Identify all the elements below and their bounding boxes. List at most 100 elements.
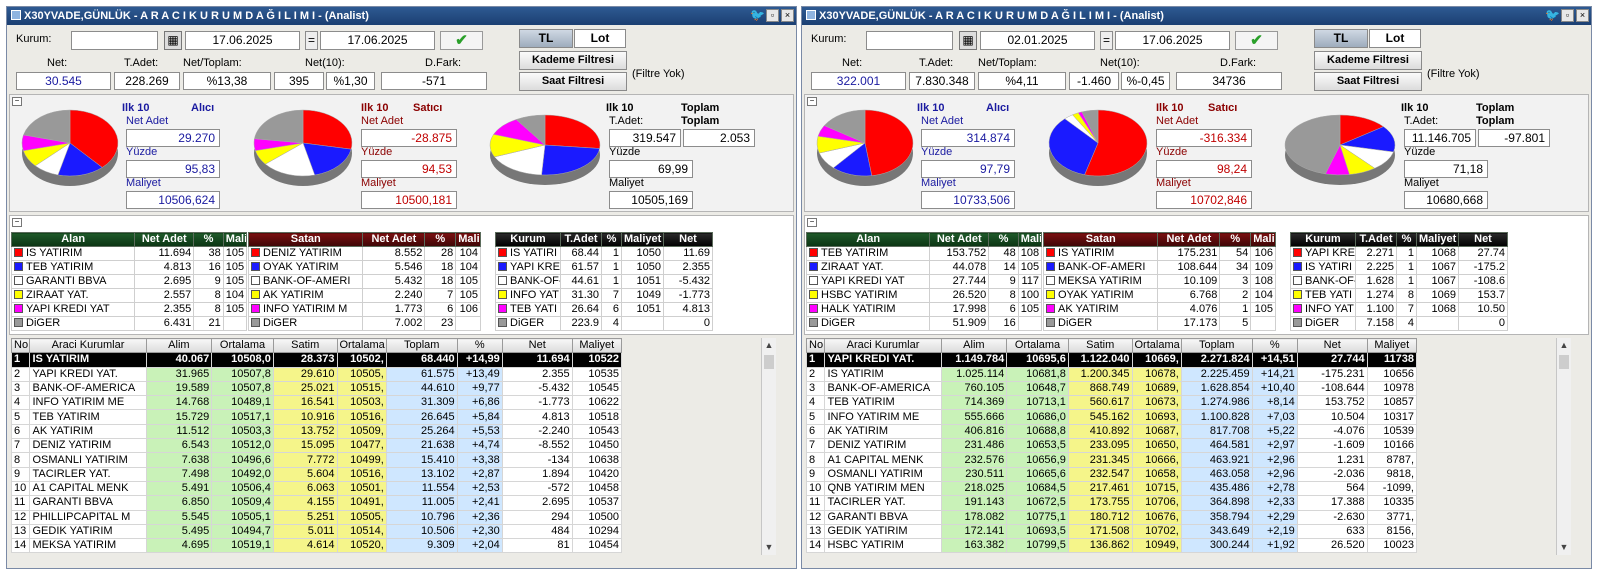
list-item[interactable]: 12 PHILLIPCAPITAL M 5.545 10505,1 5.251 10505…: [10, 509, 623, 525]
table-row[interactable]: INFO YAT 31.30 7 1049 -1.773: [495, 288, 713, 303]
table-row[interactable]: TEB YATI 1.274 8 1069 153.7: [1290, 288, 1508, 303]
date-to-field[interactable]: 17.06.2025: [1115, 31, 1230, 50]
date-to-field[interactable]: 17.06.2025: [320, 31, 435, 50]
column-header[interactable]: Net: [1296, 337, 1368, 354]
table-row[interactable]: BANK-OF- 1.628 1 1067 -108.6: [1290, 274, 1508, 289]
kurum-input[interactable]: [71, 31, 158, 50]
list-item[interactable]: 4 TEB YATIRIM 714.369 10713,1 560.617 10673, 1…: [805, 395, 1418, 411]
column-header[interactable]: Kurum: [495, 232, 561, 247]
column-header[interactable]: Maliyet: [1366, 337, 1418, 354]
column-header[interactable]: %: [1219, 232, 1252, 247]
twitter-icon[interactable]: 🐦: [1545, 8, 1560, 22]
list-item[interactable]: 1 YAPI KREDI YAT. 1.149.784 10695,6 1.122.04…: [805, 352, 1418, 368]
column-header[interactable]: Ortalama: [336, 337, 387, 354]
check-icon[interactable]: ✔: [440, 31, 483, 50]
minimize-button[interactable]: ▫: [1561, 9, 1574, 22]
column-header[interactable]: %: [988, 232, 1019, 247]
list-item[interactable]: 5 TEB YATIRIM 15.729 10517,1 10.916 10516, 26.…: [10, 409, 623, 425]
column-header[interactable]: Net: [663, 232, 713, 247]
column-header[interactable]: Satan: [247, 232, 364, 247]
kademe-filter-button[interactable]: Kademe Filtresi: [519, 51, 627, 70]
list-item[interactable]: 10 QNB YATIRIM MEN 218.025 10684,5 217.461 10…: [805, 480, 1418, 497]
column-header[interactable]: Mali: [1250, 232, 1276, 247]
list-item[interactable]: 3 BANK-OF-AMERICA 760.105 10648,7 868.749 106…: [805, 380, 1418, 397]
column-header[interactable]: Kurum: [1290, 232, 1356, 247]
twitter-icon[interactable]: 🐦: [750, 8, 765, 22]
list-item[interactable]: 14 HSBC YATIRIM 163.382 10799,5 136.862 10949…: [805, 538, 1418, 554]
list-item[interactable]: 3 BANK-OF-AMERICA 19.589 10507,8 25.021 10515…: [10, 380, 623, 397]
table-row[interactable]: DiGER 6.431 21: [10, 316, 248, 331]
list-item[interactable]: 10 A1 CAPITAL MENK 5.491 10506,4 6.063 10501,…: [10, 480, 623, 497]
collapse-icon[interactable]: −: [12, 97, 22, 106]
column-header[interactable]: Toplam: [1180, 337, 1253, 354]
column-header[interactable]: Ortalama: [1131, 337, 1182, 354]
column-header[interactable]: Araci Kurumlar: [29, 337, 147, 354]
scroll-up-icon[interactable]: ▲: [764, 340, 774, 350]
list-item[interactable]: 5 INFO YATIRIM ME 555.666 10686,0 545.162 106…: [805, 409, 1418, 425]
table-row[interactable]: TEB YATI 26.64 6 1051 4.813: [495, 302, 713, 317]
kurum-input[interactable]: [866, 31, 953, 50]
minimize-button[interactable]: ▫: [766, 9, 779, 22]
table-row[interactable]: DENIZ YATIRIM 8.552 28 104: [247, 246, 481, 261]
collapse-icon[interactable]: −: [12, 218, 22, 227]
table-row[interactable]: BANK-OF- 44.61 1 1051 -5.432: [495, 274, 713, 289]
table-row[interactable]: BANK-OF-AMERI 108.644 34 109: [1042, 260, 1276, 275]
column-header[interactable]: Mali: [1017, 232, 1043, 247]
table-row[interactable]: MEKSA YATIRIM 10.109 3 108: [1042, 274, 1276, 289]
column-header[interactable]: Net: [501, 337, 573, 354]
saat-filter-button[interactable]: Saat Filtresi: [519, 72, 627, 91]
column-header[interactable]: No: [805, 337, 826, 354]
table-row[interactable]: DiGER 7.002 23: [247, 316, 481, 331]
column-header[interactable]: %: [601, 232, 622, 247]
tl-button[interactable]: TL: [1314, 29, 1368, 48]
list-item[interactable]: 7 DENIZ YATIRIM 6.543 10512,0 15.095 10477, 21…: [10, 438, 623, 454]
table-row[interactable]: AK YATIRIM 4.076 1 105: [1042, 302, 1276, 317]
column-header[interactable]: %: [424, 232, 457, 247]
table-row[interactable]: IS YATIRI 2.225 1 1067 -175.2: [1290, 260, 1508, 275]
title-bar[interactable]: X30YVADE,GÜNLÜK - A R A C I K U R U M D …: [802, 7, 1591, 25]
title-bar[interactable]: X30YVADE,GÜNLÜK - A R A C I K U R U M D …: [7, 7, 796, 25]
column-header[interactable]: Alan: [10, 232, 136, 247]
scroll-down-icon[interactable]: ▼: [764, 542, 774, 552]
date-from-field[interactable]: 17.06.2025: [185, 31, 300, 50]
list-item[interactable]: 9 OSMANLI YATIRIM 230.511 10665,6 232.547 106…: [805, 466, 1418, 482]
check-icon[interactable]: ✔: [1235, 31, 1278, 50]
table-row[interactable]: INFO YATIRIM M 1.773 6 106: [247, 302, 481, 317]
column-header[interactable]: %: [456, 337, 503, 354]
column-header[interactable]: Araci Kurumlar: [824, 337, 942, 354]
list-item[interactable]: 1 IS YATIRIM 40.067 10508,0 28.373 10502, 68.4…: [10, 352, 623, 368]
table-row[interactable]: ZIRAAT YAT. 44.078 14 105: [805, 260, 1043, 275]
tl-button[interactable]: TL: [519, 29, 573, 48]
list-item[interactable]: 6 AK YATIRIM 11.512 10503,3 13.752 10509, 25.2…: [10, 423, 623, 440]
list-item[interactable]: 2 YAPI KREDI YAT. 31.965 10507,8 29.610 10505…: [10, 366, 623, 382]
column-header[interactable]: Net Adet: [1157, 232, 1221, 247]
list-item[interactable]: 2 IS YATIRIM 1.025.114 10681,8 1.200.345 1067…: [805, 366, 1418, 382]
column-header[interactable]: No: [10, 337, 31, 354]
scroll-thumb[interactable]: [1559, 355, 1569, 369]
table-row[interactable]: IS YATIRIM 11.694 38 105: [10, 246, 248, 261]
column-header[interactable]: Net Adet: [362, 232, 426, 247]
table-row[interactable]: IS YATIRIM 175.231 54 106: [1042, 246, 1276, 261]
column-header[interactable]: Net Adet: [134, 232, 195, 247]
collapse-icon[interactable]: −: [807, 97, 817, 106]
table-row[interactable]: ZIRAAT YAT. 2.557 8 104: [10, 288, 248, 303]
table-row[interactable]: OYAK YATIRIM 5.546 18 104: [247, 260, 481, 275]
list-item[interactable]: 11 TACIRLER YAT. 191.143 10672,5 173.755 1070…: [805, 495, 1418, 511]
list-item[interactable]: 11 GARANTI BBVA 6.850 10509,4 4.155 10491, 11.…: [10, 495, 623, 511]
column-header[interactable]: Alim: [145, 337, 213, 354]
list-item[interactable]: 12 GARANTI BBVA 178.082 10775,1 180.712 10676…: [805, 509, 1418, 525]
collapse-icon[interactable]: −: [807, 218, 817, 227]
calendar-icon[interactable]: ▦: [164, 31, 182, 50]
saat-filter-button[interactable]: Saat Filtresi: [1314, 72, 1422, 91]
date-from-field[interactable]: 02.01.2025: [980, 31, 1095, 50]
column-header[interactable]: Mali: [222, 232, 248, 247]
column-header[interactable]: T.Adet: [560, 232, 602, 247]
table-row[interactable]: GARANTI BBVA 2.695 9 105: [10, 274, 248, 289]
table-row[interactable]: TEB YATIRIM 153.752 48 108: [805, 246, 1043, 261]
list-item[interactable]: 8 OSMANLI YATIRIM 7.638 10496,6 7.772 10499, 1…: [10, 452, 623, 468]
kademe-filter-button[interactable]: Kademe Filtresi: [1314, 51, 1422, 70]
column-header[interactable]: Maliyet: [1416, 232, 1459, 247]
table-row[interactable]: YAPI KREDI YAT 2.355 8 105: [10, 302, 248, 317]
column-header[interactable]: Ortalama: [211, 337, 274, 354]
column-header[interactable]: T.Adet: [1355, 232, 1397, 247]
